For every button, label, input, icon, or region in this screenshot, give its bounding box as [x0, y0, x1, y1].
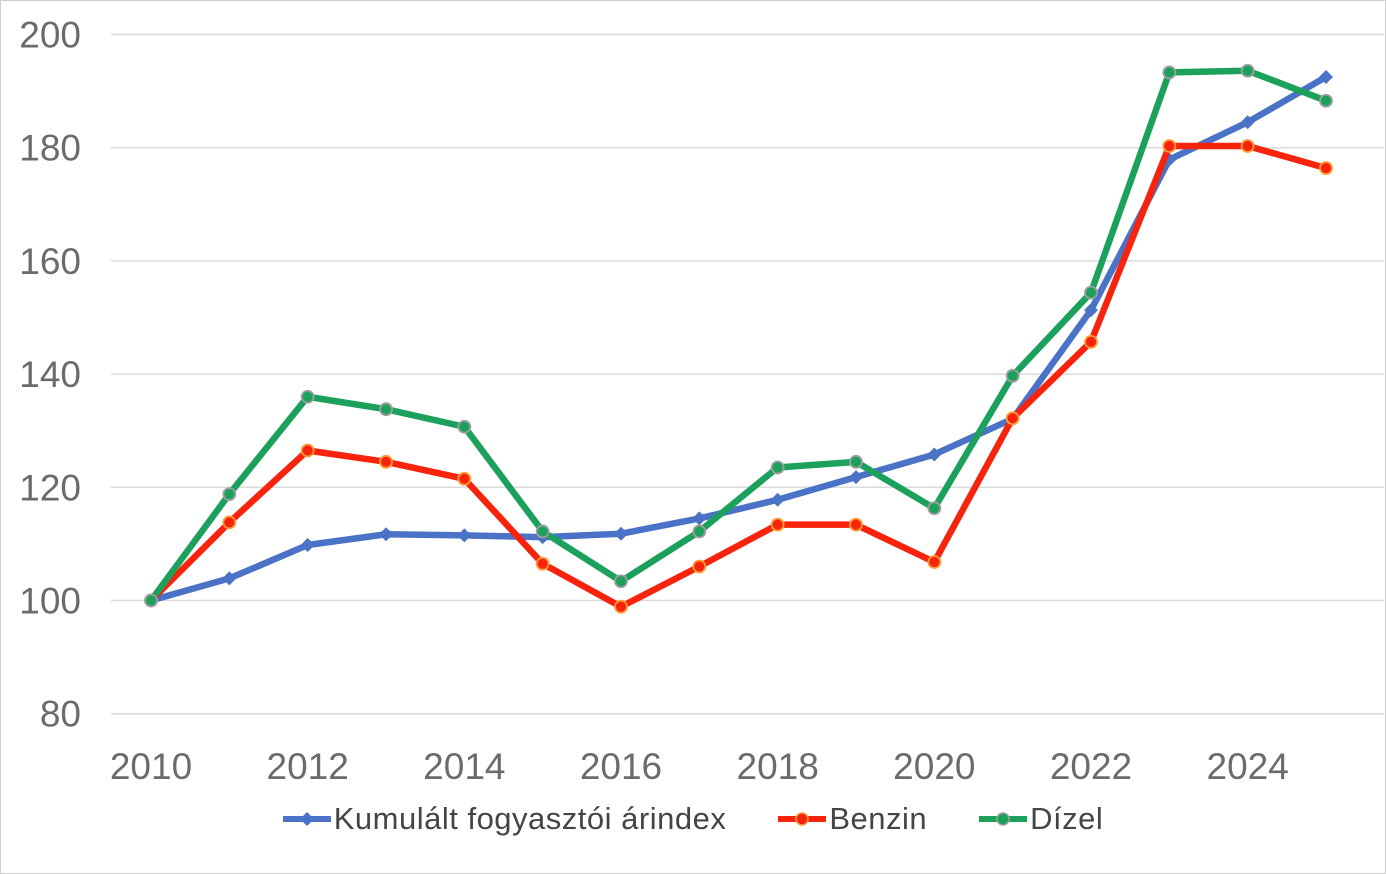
- dizel-legend-marker-icon: [979, 812, 1028, 826]
- x-tick-label-2024: 2024: [1207, 746, 1289, 787]
- data-point: [770, 492, 785, 507]
- data-point: [1162, 65, 1177, 80]
- data-point: [1240, 115, 1255, 130]
- data-point: [770, 460, 785, 475]
- data-point: [457, 419, 472, 434]
- data-point: [535, 524, 550, 539]
- data-point: [1319, 161, 1333, 175]
- cpi-legend-marker-icon: [282, 812, 331, 826]
- y-tick-label-140: 140: [19, 354, 81, 395]
- legend-item-benzin: Benzin: [778, 801, 927, 837]
- x-tick-label-2014: 2014: [423, 746, 505, 787]
- x-tick-label-2010: 2010: [110, 746, 192, 787]
- legend-label-dizel: Dízel: [1030, 801, 1104, 836]
- data-point: [1084, 334, 1098, 349]
- x-tick-label-2016: 2016: [580, 746, 662, 787]
- data-point: [692, 559, 707, 574]
- x-tick-label-2018: 2018: [737, 746, 819, 787]
- data-point: [614, 574, 628, 589]
- data-point: [457, 471, 472, 486]
- y-tick-label-160: 160: [19, 241, 81, 282]
- data-point: [1319, 93, 1333, 108]
- legend-item-cpi: Kumulált fogyasztói árindex: [282, 801, 727, 837]
- data-point: [222, 487, 237, 501]
- data-point: [535, 556, 550, 571]
- data-point: [927, 555, 942, 569]
- x-tick-label-2020: 2020: [893, 746, 975, 787]
- legend-item-dizel: Dízel: [979, 801, 1103, 837]
- data-point: [222, 571, 237, 586]
- y-tick-label-200: 200: [19, 15, 81, 56]
- data-point: [1240, 63, 1255, 78]
- data-point: [927, 447, 942, 462]
- x-tick-label-2022: 2022: [1050, 746, 1132, 787]
- chart-legend: Kumulált fogyasztói árindex Benzin Dízel: [1, 801, 1385, 837]
- legend-label-cpi: Kumulált fogyasztói árindex: [333, 801, 727, 836]
- data-point: [144, 593, 158, 608]
- data-point: [927, 501, 942, 516]
- x-tick-label-2012: 2012: [267, 746, 349, 787]
- data-point: [613, 526, 628, 541]
- data-point: [1240, 139, 1255, 153]
- data-point: [614, 599, 628, 614]
- data-point: [692, 511, 707, 526]
- data-point: [849, 517, 863, 532]
- data-point: [848, 470, 863, 485]
- benzin-legend-marker-icon: [778, 812, 827, 826]
- data-point: [1318, 69, 1333, 84]
- y-tick-label-120: 120: [19, 467, 81, 508]
- data-point: [692, 524, 707, 539]
- y-tick-label-100: 100: [19, 581, 81, 622]
- data-point: [849, 454, 863, 469]
- series-line-0: [147, 73, 1330, 604]
- data-point: [1162, 139, 1177, 153]
- y-tick-label-80: 80: [40, 694, 81, 735]
- data-point: [222, 515, 237, 530]
- data-point: [1084, 285, 1098, 300]
- legend-label-benzin: Benzin: [829, 801, 928, 836]
- data-point: [300, 443, 315, 458]
- line-chart: 80 100 120 140 160 180 200 2010 2012 2014 2016 2018…: [19, 15, 1384, 787]
- data-point: [378, 527, 393, 542]
- series-line-1: [147, 142, 1330, 610]
- data-point: [379, 402, 393, 417]
- series-line-2: [147, 67, 1330, 604]
- data-point: [457, 528, 472, 543]
- data-point: [379, 454, 393, 469]
- data-point: [300, 538, 315, 553]
- data-point: [770, 517, 785, 532]
- data-point: [1005, 411, 1020, 426]
- y-tick-label-180: 180: [19, 128, 81, 169]
- data-point: [300, 389, 315, 404]
- data-point: [1083, 303, 1098, 318]
- data-point: [1005, 368, 1020, 383]
